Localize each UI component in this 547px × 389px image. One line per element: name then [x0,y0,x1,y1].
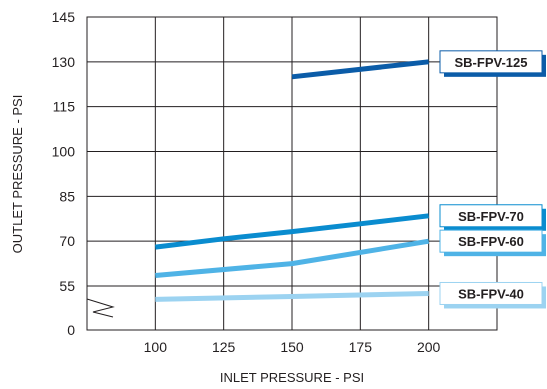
series-label: SB-FPV-60 [458,234,524,249]
y-tick-label: 100 [52,144,76,160]
y-tick-label: 145 [52,9,76,25]
x-tick-label: 100 [144,339,168,355]
series-line-sb-fpv-125 [291,59,429,80]
series-labels: SB-FPV-125 SB-FPV-70 SB-FPV-60 SB-FPV-40 [439,50,546,309]
tick-labels: 100 125 150 175 200 145 130 115 100 85 70 55 0 [52,9,441,355]
x-tick-label: 150 [280,339,304,355]
series-line-sb-fpv-60 [155,238,430,278]
y-tick-label: 55 [59,278,75,294]
y-axis-break [86,297,115,318]
series-label-box: SB-FPV-60 [439,229,546,257]
series-label: SB-FPV-70 [458,209,524,224]
label-box [439,281,543,305]
break-mask [88,297,111,317]
series-line-sb-fpv-70 [154,213,429,250]
label-box [439,204,543,228]
y-tick-label: 130 [52,54,76,70]
y-tick-label: 85 [59,188,75,204]
label-box [439,50,543,74]
x-tick-label: 200 [417,339,441,355]
x-tick-label: 175 [349,339,373,355]
series-label: SB-FPV-40 [458,286,524,301]
y-tick-label: 0 [67,322,75,338]
series-line-sb-fpv-40 [155,291,429,302]
series-label-box: SB-FPV-40 [439,281,546,309]
y-tick-label: 115 [53,99,76,115]
break-zigzag [86,298,115,318]
series-label-box: SB-FPV-125 [439,50,546,77]
y-tick-label: 70 [59,233,75,249]
series-lines [154,59,430,302]
x-tick-label: 125 [212,339,236,355]
x-axis-label: INLET PRESSURE - PSI [220,370,364,385]
y-axis-label: OUTLET PRESSURE - PSI [10,95,25,254]
series-label: SB-FPV-125 [455,55,528,70]
label-box [439,229,543,253]
grid [86,16,498,331]
series-label-box: SB-FPV-70 [439,204,546,231]
